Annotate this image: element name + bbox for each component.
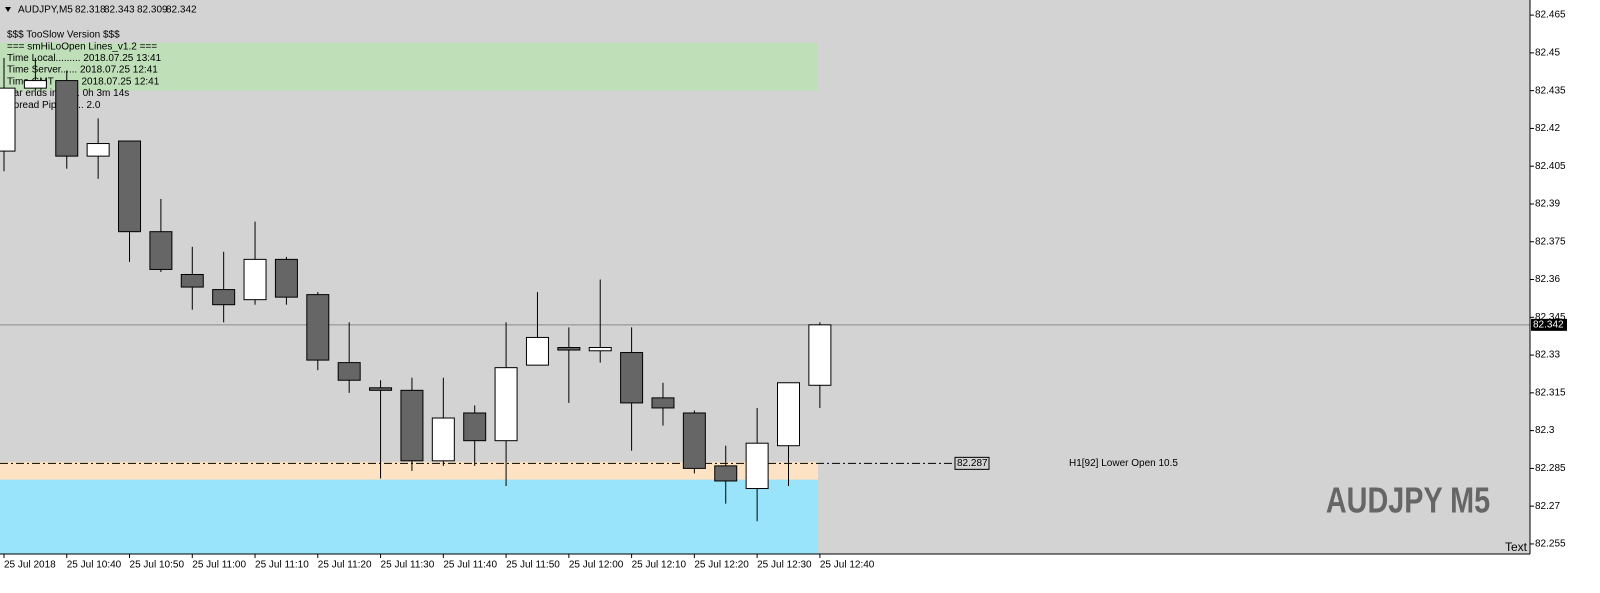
x-tick-label: 25 Jul 12:10 bbox=[632, 560, 687, 571]
y-tick-label: 82.36 bbox=[1535, 274, 1560, 285]
candle-body bbox=[274, 258, 298, 298]
y-tick-label: 82.39 bbox=[1535, 199, 1560, 210]
candle-body bbox=[400, 389, 424, 462]
x-tick-label: 25 Jul 11:20 bbox=[318, 560, 372, 571]
candle-body bbox=[714, 465, 738, 482]
y-tick-label: 82.315 bbox=[1535, 387, 1566, 398]
header-open: 82.318 bbox=[75, 5, 106, 16]
y-tick-label: 82.285 bbox=[1535, 463, 1566, 474]
y-tick-label: 82.42 bbox=[1535, 123, 1560, 134]
y-tick-label: 82.33 bbox=[1535, 350, 1560, 361]
candle-body bbox=[306, 294, 330, 361]
y-tick-label: 82.3 bbox=[1535, 425, 1555, 436]
candle-body bbox=[557, 347, 581, 351]
y-tick-label: 82.405 bbox=[1535, 161, 1566, 172]
zone bbox=[0, 479, 818, 554]
candle-body bbox=[494, 367, 518, 442]
y-tick-label: 82.27 bbox=[1535, 501, 1560, 512]
candle-body bbox=[808, 324, 832, 386]
candle-body bbox=[431, 417, 455, 462]
symbol: AUDJPY,M5 bbox=[18, 5, 73, 16]
zone bbox=[0, 42, 818, 91]
candle-body bbox=[86, 143, 110, 157]
candle-body bbox=[23, 80, 47, 89]
x-tick-label: 25 Jul 10:50 bbox=[130, 560, 185, 571]
annotation: Time Server...... 2018.07.25 12:41 bbox=[7, 65, 158, 76]
price-label: 82.342 bbox=[1533, 319, 1564, 330]
candle-body bbox=[180, 273, 204, 288]
y-tick-label: 82.345 bbox=[1535, 312, 1566, 323]
watermark: AUDJPY M5 bbox=[1326, 479, 1490, 520]
y-tick-label: 82.375 bbox=[1535, 236, 1566, 247]
candle-body bbox=[212, 289, 236, 306]
x-tick-label: 25 Jul 12:00 bbox=[569, 560, 624, 571]
candle-body bbox=[55, 80, 79, 157]
zone bbox=[0, 461, 818, 480]
candle-body bbox=[777, 382, 800, 447]
candle-body bbox=[337, 362, 361, 381]
annotation: Time GMT ........ 2018.07.25 12:41 bbox=[7, 76, 160, 87]
x-tick-label: 25 Jul 11:10 bbox=[255, 560, 309, 571]
level-label: 82.287 bbox=[957, 458, 988, 469]
candle-body bbox=[620, 352, 644, 404]
annotation: $$$ TooSlow Version $$$ bbox=[7, 30, 120, 41]
x-tick-label: 25 Jul 12:20 bbox=[694, 560, 749, 571]
menu-triangle[interactable] bbox=[5, 7, 11, 12]
candle-body bbox=[369, 387, 393, 391]
header-low: 82.309 bbox=[137, 5, 168, 16]
candle-body bbox=[588, 347, 612, 352]
y-tick-label: 82.45 bbox=[1535, 48, 1560, 59]
x-tick-label: 25 Jul 2018 bbox=[4, 560, 56, 571]
candle-body bbox=[682, 412, 706, 469]
x-tick-label: 25 Jul 12:30 bbox=[757, 560, 812, 571]
candle-body bbox=[149, 231, 173, 270]
corner-text: Text bbox=[1505, 540, 1528, 554]
x-tick-label: 25 Jul 10:40 bbox=[67, 560, 122, 571]
y-tick-label: 82.465 bbox=[1535, 10, 1566, 21]
x-tick-label: 25 Jul 11:40 bbox=[443, 560, 497, 571]
candle-body bbox=[243, 258, 267, 301]
x-tick-label: 25 Jul 11:50 bbox=[506, 560, 560, 571]
candle-body bbox=[525, 336, 549, 366]
level-label-box bbox=[954, 456, 990, 470]
header-high: 82.343 bbox=[104, 5, 135, 16]
candle-body bbox=[745, 442, 769, 490]
y-tick-label: 82.255 bbox=[1535, 539, 1566, 550]
x-tick-label: 25 Jul 11:00 bbox=[192, 560, 246, 571]
price-label-box bbox=[1531, 318, 1567, 331]
annotation: === smHiLoOpen Lines_v1.2 === bbox=[7, 41, 157, 52]
candle-body bbox=[0, 87, 16, 152]
x-tick-label: 25 Jul 11:30 bbox=[381, 560, 435, 571]
candle-body bbox=[118, 140, 142, 233]
annotation: Time Local......... 2018.07.25 13:41 bbox=[7, 53, 162, 64]
candle-body bbox=[463, 412, 487, 442]
header-close: 82.342 bbox=[166, 5, 197, 16]
level-text: H1[92] Lower Open 10.5 bbox=[1069, 458, 1178, 469]
x-tick-label: 25 Jul 12:40 bbox=[820, 560, 875, 571]
candle-body bbox=[651, 397, 675, 409]
y-tick-label: 82.435 bbox=[1535, 85, 1566, 96]
annotation: Spread Pips........ 2.0 bbox=[7, 100, 101, 111]
